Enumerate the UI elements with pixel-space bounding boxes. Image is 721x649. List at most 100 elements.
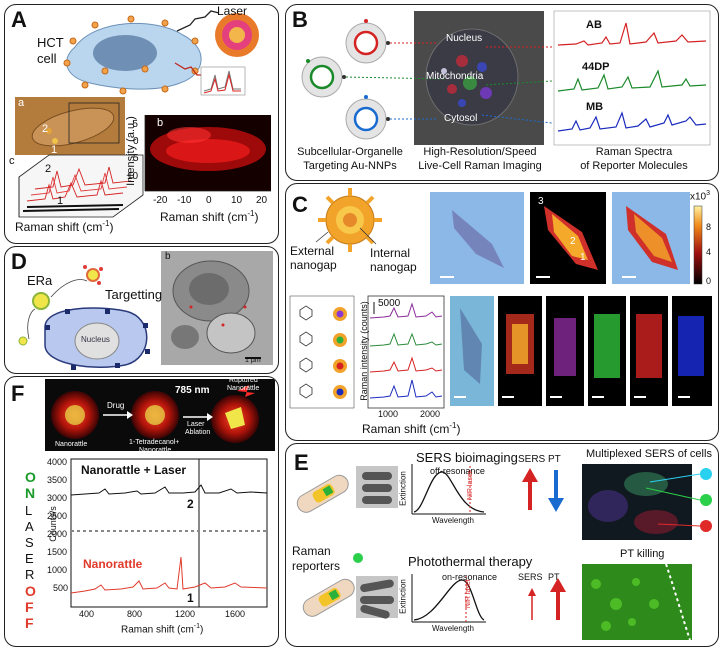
caption-spectra-1: Raman Spectra — [595, 146, 673, 158]
map-marker-3: 3 — [538, 196, 544, 207]
label-internal-nanogap: nanogap — [370, 260, 417, 274]
off-letter: F — [25, 599, 34, 615]
drug-label: Drug — [107, 401, 125, 410]
panel-f-label: F — [11, 381, 25, 406]
label-nucleus: Nucleus — [446, 33, 483, 44]
panel-d-label: D — [11, 249, 27, 274]
panel-a-b-ytick: -5 — [129, 119, 138, 130]
panel-b-label: B — [292, 7, 308, 32]
colorbar-tick: 8 — [706, 222, 712, 232]
trace-label-top: Nanorattle + Laser — [81, 463, 187, 477]
panel-a-b-ytick: 0 — [133, 136, 139, 147]
colorbar-tick: 0 — [706, 276, 712, 286]
pt-arrow-label-2: PT — [548, 572, 560, 582]
spectrum-label-mb: MB — [586, 101, 604, 113]
marker-2: 2 — [42, 123, 49, 135]
cell-label-cell: cell — [37, 51, 57, 66]
cell-label-hct: HCT — [37, 35, 64, 50]
panel-a-b-xtick: 20 — [256, 195, 268, 206]
f-xtick: 1200 — [175, 609, 196, 619]
hct-cell-illustration — [15, 10, 271, 218]
panel-a-c-xaxis: Raman shift (cm-1) — [15, 219, 114, 234]
tetradecanol-label-2: Nanorattle — [139, 447, 172, 454]
laser-letter: A — [25, 519, 34, 534]
laser-ablation-label-1: Laser — [187, 421, 205, 428]
trace-number-2: 2 — [187, 497, 194, 511]
nir-laser-label-1: NIR laser — [467, 470, 475, 501]
laser-ablation-label-2: Ablation — [185, 429, 211, 436]
panel-a-label: A — [11, 7, 27, 32]
panel-b: B — [285, 4, 719, 181]
f-xaxis: Raman shift (cm-1) — [121, 623, 204, 636]
laser-letter: L — [25, 503, 33, 518]
sers-arrow-label-2: SERS — [518, 572, 543, 582]
off-resonance-label: off-resonance — [430, 466, 485, 476]
panel-a-b-ytick: 10 — [127, 171, 139, 182]
map-marker-2: 2 — [570, 236, 576, 247]
tetradecanol-label-1: 1-Tetradecanol+ — [129, 439, 180, 446]
on-letter: N — [25, 485, 36, 501]
label-external: External — [290, 244, 335, 258]
panel-c-yaxis: Raman intensity (counts) — [359, 301, 369, 401]
multiplexed-title: Multiplexed SERS of cells — [586, 448, 712, 460]
panel-a-b-ytick: 5 — [133, 153, 139, 164]
f-ytick: 1500 — [47, 547, 68, 557]
pt-arrow-label-1: PT — [548, 454, 561, 465]
spectrum-label-ab: AB — [586, 19, 602, 31]
colorbar-tick: 4 — [706, 247, 712, 257]
caption-imaging-2: Live-Cell Raman Imaging — [418, 160, 542, 172]
targetting-label: Targetting — [105, 287, 163, 302]
panel-c: C — [285, 183, 719, 441]
trace-label-bottom: Nanorattle — [83, 557, 143, 571]
rattle-label-1: Nanorattle — [55, 441, 88, 448]
raman-reporters-2: reporters — [292, 559, 341, 573]
wavelength-785-label: 785 nm — [175, 385, 210, 396]
sublabel-c: c — [9, 155, 15, 167]
panel-a-b-yaxis: Intensity (a.u.) — [125, 116, 137, 186]
f-xtick: 1600 — [225, 609, 246, 619]
trace-label-2: 2 — [45, 163, 52, 175]
panel-a: A — [4, 4, 279, 244]
spectra-scale-label: 5000 — [378, 298, 401, 309]
sers-photothermal-diagram — [296, 464, 712, 641]
era-targeting-diagram — [18, 251, 273, 370]
nanogap-particle-diagram — [289, 188, 712, 409]
sublabel-b: b — [157, 117, 164, 129]
era-label: ERa — [27, 273, 53, 288]
nucleus-label: Nucleus — [81, 335, 110, 344]
on-resonance-label: on-resonance — [442, 572, 498, 582]
em-scalebar: 1 μm — [245, 357, 261, 364]
label-internal: Internal — [370, 246, 411, 260]
caption-imaging-1: High-Resolution/Speed — [423, 146, 537, 158]
raman-reporters-1: Raman — [292, 544, 331, 558]
f-ytick: 1000 — [47, 565, 68, 575]
sers-title: SERS bioimaging — [416, 450, 518, 465]
trace-label-1: 1 — [57, 195, 64, 207]
pt-title: Photothermal therapy — [408, 554, 533, 569]
nanorattle-diagram — [45, 379, 275, 608]
label-external-nanogap: nanogap — [290, 258, 337, 272]
extinction-label-1: Extinction — [398, 471, 408, 506]
f-ytick: 3500 — [47, 475, 68, 485]
panel-a-b-xtick: -10 — [177, 195, 192, 206]
f-ytick: 2000 — [47, 529, 68, 539]
on-letter: O — [25, 469, 36, 485]
laser-letter: S — [25, 535, 34, 550]
label-cytosol: Cytosol — [444, 113, 478, 124]
f-ytick: 3000 — [47, 493, 68, 503]
em-label-b: b — [165, 251, 171, 262]
ruptured-label-2: Nanorattle — [227, 385, 260, 392]
caption-targeting-1: Subcellular-Organelle — [297, 146, 403, 158]
off-letter: F — [25, 615, 34, 631]
label-mitochondria: Mitochondria — [426, 71, 484, 82]
off-letter: O — [25, 583, 36, 599]
panel-a-b-xtick: 0 — [206, 195, 212, 206]
panel-a-b-xtick: -20 — [153, 195, 168, 206]
sublabel-a: a — [18, 97, 25, 109]
ruptured-label-1: Ruptured — [229, 377, 258, 384]
panel-d: D ERa Targetting Nucleus b 1 μm — [4, 246, 279, 374]
extinction-label-2: Extinction — [398, 579, 408, 614]
laser-label: Laser — [217, 4, 248, 18]
organelle-targeting-diagram — [301, 10, 711, 146]
caption-spectra-2: of Reporter Molecules — [580, 160, 688, 172]
